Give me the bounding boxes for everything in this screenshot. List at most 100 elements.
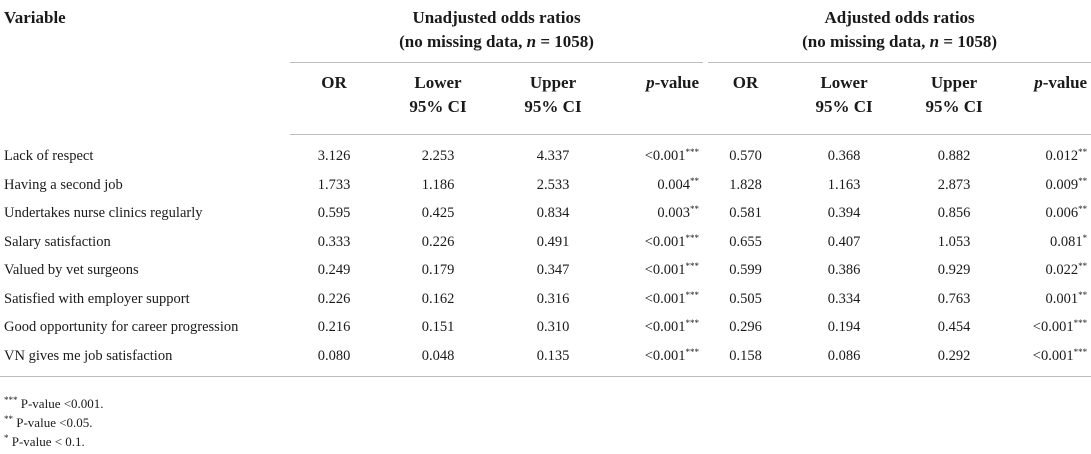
- adjusted-title-line2: (no missing data, n = 1058): [802, 32, 997, 51]
- significance-mark: ***: [685, 261, 700, 272]
- significance-mark: ***: [685, 289, 700, 300]
- lower-ci-adjusted: 1.163: [827, 176, 861, 193]
- significance-mark: *: [1082, 232, 1088, 243]
- or-unadjusted: 0.595: [317, 205, 351, 222]
- footnote-p001: *** P-value <0.001.: [4, 395, 104, 412]
- lower-ci-unadjusted: 0.179: [421, 262, 455, 279]
- table-row: Having a second job 1.733 1.186 2.533 0.…: [0, 171, 1091, 200]
- or-adjusted: 0.570: [729, 148, 762, 165]
- pvalue-unadjusted: 0.003**: [657, 204, 700, 222]
- pvalue-unadjusted: <0.001***: [644, 232, 700, 250]
- pvalue-unadjusted: <0.001***: [644, 261, 700, 279]
- upper-ci-adjusted: 0.929: [937, 262, 971, 279]
- upper-ci-unadjusted: 0.135: [536, 347, 570, 364]
- table-bottom-rule: [0, 374, 1091, 377]
- significance-mark: **: [1078, 289, 1088, 300]
- variable-name: Good opportunity for career progression: [4, 319, 239, 336]
- significance-mark: **: [1078, 147, 1088, 158]
- lower-ci-unadjusted: 0.151: [421, 319, 455, 336]
- upper-ci-adjusted: 0.856: [937, 205, 971, 222]
- table-body: Lack of respect 3.126 2.253 4.337 <0.001…: [0, 134, 1091, 377]
- or-adjusted: 0.599: [729, 262, 762, 279]
- significance-mark: **: [1078, 204, 1088, 215]
- upper-ci-adjusted: 1.053: [937, 233, 971, 250]
- upper-ci-unadjusted: 4.337: [536, 148, 570, 165]
- pvalue-unadjusted: <0.001***: [644, 147, 700, 165]
- col-or-adjusted: OR: [708, 62, 784, 135]
- variable-name: VN gives me job satisfaction: [4, 347, 173, 364]
- table-row: Good opportunity for career progression …: [0, 314, 1091, 343]
- table-row: Salary satisfaction 0.333 0.226 0.491 <0…: [0, 228, 1091, 257]
- lower-ci-adjusted: 0.386: [827, 262, 861, 279]
- lower-ci-adjusted: 0.394: [827, 205, 861, 222]
- or-adjusted: 0.158: [729, 347, 762, 364]
- variable-name: Having a second job: [4, 176, 123, 193]
- pvalue-adjusted: 0.081*: [1049, 232, 1088, 250]
- adjusted-title-line1: Adjusted odds ratios: [824, 8, 975, 27]
- or-adjusted: 1.828: [729, 176, 762, 193]
- variable-name: Satisfied with employer support: [4, 290, 190, 307]
- pvalue-adjusted: 0.009**: [1045, 175, 1088, 193]
- upper-ci-unadjusted: 0.310: [536, 319, 570, 336]
- or-unadjusted: 0.080: [317, 347, 351, 364]
- footnote-p01: * P-value < 0.1.: [4, 433, 85, 450]
- unadjusted-group-header: Unadjusted odds ratios (no missing data,…: [290, 0, 704, 63]
- or-adjusted: 0.655: [729, 233, 762, 250]
- col-upper-unadjusted: Upper 95% CI: [498, 62, 608, 135]
- table-row: Satisfied with employer support 0.226 0.…: [0, 285, 1091, 314]
- lower-ci-unadjusted: 0.162: [421, 290, 455, 307]
- significance-mark: ***: [1073, 318, 1088, 329]
- or-adjusted: 0.296: [729, 319, 762, 336]
- or-unadjusted: 0.249: [317, 262, 351, 279]
- or-adjusted: 0.581: [729, 205, 762, 222]
- upper-ci-unadjusted: 0.316: [536, 290, 570, 307]
- or-unadjusted: 1.733: [317, 176, 351, 193]
- or-adjusted: 0.505: [729, 290, 762, 307]
- lower-ci-adjusted: 0.086: [827, 347, 861, 364]
- upper-ci-unadjusted: 2.533: [536, 176, 570, 193]
- pvalue-adjusted: <0.001***: [1032, 318, 1088, 336]
- pvalue-adjusted: 0.022**: [1045, 261, 1088, 279]
- lower-ci-adjusted: 0.407: [827, 233, 861, 250]
- pvalue-unadjusted: <0.001***: [644, 318, 700, 336]
- lower-ci-adjusted: 0.368: [827, 148, 861, 165]
- upper-ci-unadjusted: 0.347: [536, 262, 570, 279]
- upper-ci-unadjusted: 0.491: [536, 233, 570, 250]
- lower-ci-adjusted: 0.194: [827, 319, 861, 336]
- lower-ci-unadjusted: 0.425: [421, 205, 455, 222]
- significance-mark: ***: [685, 318, 700, 329]
- variable-name: Valued by vet surgeons: [4, 262, 139, 279]
- or-unadjusted: 0.333: [317, 233, 351, 250]
- variable-header: Variable: [4, 8, 66, 27]
- footnote-p005: ** P-value <0.05.: [4, 414, 93, 431]
- table-row: Undertakes nurse clinics regularly 0.595…: [0, 200, 1091, 229]
- variable-name: Lack of respect: [4, 148, 94, 164]
- or-unadjusted: 0.216: [317, 319, 351, 336]
- lower-ci-unadjusted: 1.186: [421, 176, 455, 193]
- col-upper-adjusted: Upper 95% CI: [905, 62, 1004, 135]
- significance-mark: **: [690, 175, 700, 186]
- significance-mark: ***: [685, 346, 700, 357]
- col-pvalue-adjusted: p-value: [1003, 62, 1091, 135]
- significance-mark: **: [690, 204, 700, 215]
- pvalue-adjusted: 0.012**: [1045, 147, 1088, 165]
- upper-ci-adjusted: 0.763: [937, 290, 971, 307]
- odds-ratio-table: Variable Unadjusted odds ratios (no miss…: [0, 0, 1091, 377]
- significance-mark: ***: [1073, 346, 1088, 357]
- or-unadjusted: 3.126: [317, 148, 351, 165]
- significance-mark: ***: [685, 232, 700, 243]
- lower-ci-unadjusted: 0.048: [421, 347, 455, 364]
- table-row: Lack of respect 3.126 2.253 4.337 <0.001…: [0, 134, 1091, 171]
- upper-ci-adjusted: 0.454: [937, 319, 971, 336]
- lower-ci-unadjusted: 0.226: [421, 233, 455, 250]
- unadjusted-title-line2: (no missing data, n = 1058): [399, 32, 594, 51]
- unadjusted-title-line1: Unadjusted odds ratios: [412, 8, 581, 27]
- adjusted-group-header: Adjusted odds ratios (no missing data, n…: [708, 0, 1091, 63]
- significance-mark: **: [1078, 175, 1088, 186]
- table-row: Valued by vet surgeons 0.249 0.179 0.347…: [0, 257, 1091, 286]
- or-unadjusted: 0.226: [317, 290, 351, 307]
- pvalue-unadjusted: <0.001***: [644, 346, 700, 364]
- significance-mark: ***: [685, 147, 700, 158]
- upper-ci-adjusted: 0.882: [937, 148, 971, 165]
